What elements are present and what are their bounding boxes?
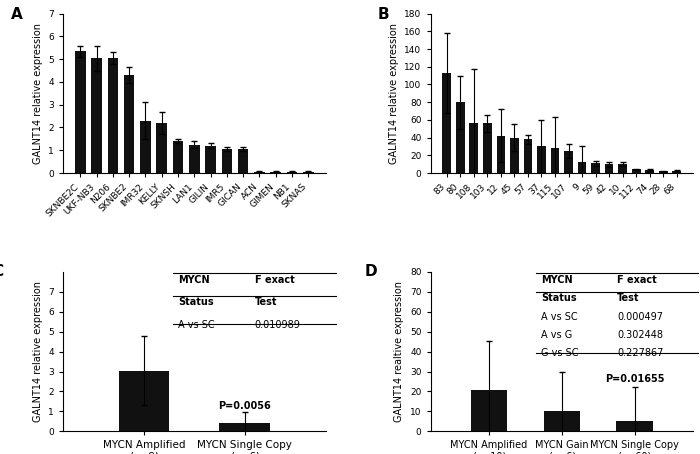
Bar <box>124 75 134 173</box>
Text: MYCN: MYCN <box>540 275 573 285</box>
Text: MYCN: MYCN <box>178 275 210 285</box>
Bar <box>470 123 478 173</box>
Text: F exact: F exact <box>617 275 657 285</box>
Bar <box>456 102 465 173</box>
Bar <box>254 172 265 173</box>
Bar <box>205 146 216 173</box>
Text: A vs SC: A vs SC <box>540 312 577 322</box>
Bar <box>238 149 248 173</box>
Text: Test: Test <box>617 293 639 303</box>
Bar <box>564 151 573 173</box>
Text: Status: Status <box>540 293 576 303</box>
Y-axis label: GALNT14 realtive expression: GALNT14 realtive expression <box>394 281 405 422</box>
Bar <box>220 423 270 431</box>
Text: F exact: F exact <box>255 275 295 285</box>
Text: B: B <box>378 7 390 22</box>
Text: A vs SC: A vs SC <box>178 320 215 330</box>
Bar <box>618 164 627 173</box>
Text: P=0.01655: P=0.01655 <box>605 375 664 385</box>
Bar <box>156 123 167 173</box>
Text: P=0.0056: P=0.0056 <box>218 401 271 411</box>
Bar <box>496 136 505 173</box>
Y-axis label: GALNT14 relative expression: GALNT14 relative expression <box>33 281 43 422</box>
Bar <box>645 170 654 173</box>
Bar <box>543 411 580 431</box>
Text: C: C <box>0 264 4 279</box>
Text: Status: Status <box>178 297 214 307</box>
Bar <box>189 144 199 173</box>
Bar <box>672 171 681 173</box>
Bar <box>537 147 546 173</box>
Bar <box>631 169 640 173</box>
Bar <box>140 121 150 173</box>
Text: 0.010989: 0.010989 <box>255 320 300 330</box>
Text: 0.000497: 0.000497 <box>617 312 663 322</box>
Bar <box>91 58 101 173</box>
Bar <box>270 172 281 173</box>
Bar <box>108 58 118 173</box>
Bar <box>75 51 85 173</box>
Bar <box>592 163 600 173</box>
Bar <box>617 421 653 431</box>
Bar <box>173 141 183 173</box>
Bar <box>659 171 668 173</box>
Text: 0.227867: 0.227867 <box>617 348 664 358</box>
Bar <box>551 148 559 173</box>
Bar <box>483 123 492 173</box>
Bar <box>524 139 532 173</box>
Text: G vs SC: G vs SC <box>540 348 578 358</box>
Bar <box>605 164 613 173</box>
Bar <box>442 73 452 173</box>
Bar <box>578 163 587 173</box>
Bar <box>221 149 232 173</box>
Bar <box>287 172 298 173</box>
Bar <box>303 172 314 173</box>
Text: 0.302448: 0.302448 <box>617 330 663 340</box>
Bar <box>118 370 169 431</box>
Y-axis label: GALNT14 relative expression: GALNT14 relative expression <box>389 23 399 164</box>
Text: A vs G: A vs G <box>540 330 572 340</box>
Bar <box>510 138 519 173</box>
Y-axis label: GALNT14 relative expression: GALNT14 relative expression <box>33 23 43 164</box>
Bar <box>470 390 507 431</box>
Text: D: D <box>365 264 377 279</box>
Text: Test: Test <box>255 297 277 307</box>
Text: A: A <box>10 7 22 22</box>
